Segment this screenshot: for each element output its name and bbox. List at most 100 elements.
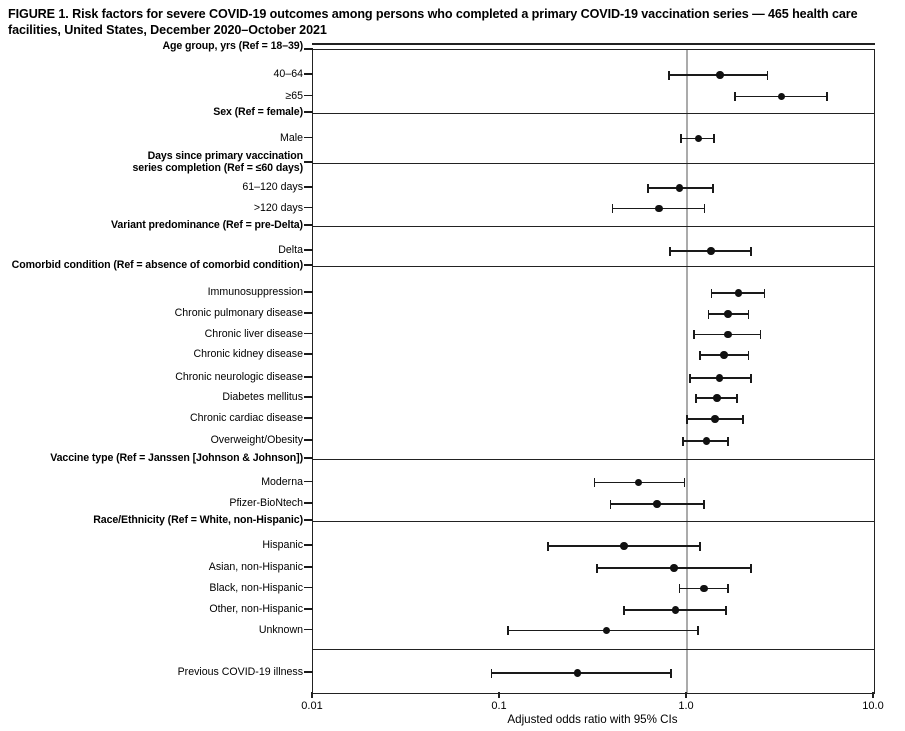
row-tick	[304, 73, 313, 75]
section-header: Age group, yrs (Ref = 18–39)	[162, 40, 303, 52]
ci-cap-high	[750, 246, 752, 256]
ci-cap-high	[759, 330, 762, 339]
section-divider	[313, 266, 874, 267]
ci-cap-low	[682, 436, 684, 446]
row-label: Delta	[278, 244, 303, 256]
x-axis-tick	[872, 692, 874, 698]
row-label: Chronic cardiac disease	[189, 412, 303, 424]
row-label: Pfizer-BioNtech	[229, 497, 303, 509]
section-tick	[304, 48, 313, 50]
row-label: Other, non-Hispanic	[209, 603, 303, 615]
section-tick	[304, 161, 313, 163]
ci-cap-high	[713, 134, 716, 143]
ci-cap-high	[747, 350, 750, 360]
ci-cap-low	[647, 183, 650, 193]
section-tick	[304, 264, 313, 266]
point-estimate	[700, 584, 708, 593]
row-tick	[304, 186, 313, 188]
row-label: Hispanic	[262, 539, 303, 551]
ci-cap-high	[747, 309, 750, 319]
point-estimate	[634, 478, 643, 487]
plot-area	[312, 49, 875, 694]
ci-cap-high	[698, 541, 701, 551]
x-axis-tick-label: 10.0	[862, 700, 884, 712]
row-tick	[304, 417, 313, 419]
figure-title: FIGURE 1. Risk factors for severe COVID-…	[8, 7, 858, 38]
section-tick	[304, 457, 313, 459]
x-axis-tick-label: 0.1	[491, 700, 507, 712]
point-estimate	[702, 437, 711, 445]
x-axis-tick-label: 0.01	[301, 700, 323, 712]
section-header: Comorbid condition (Ref = absence of com…	[11, 259, 303, 271]
ci-cap-high	[725, 605, 727, 615]
section-header: Vaccine type (Ref = Janssen [Johnson & J…	[50, 452, 303, 464]
row-tick	[304, 376, 313, 378]
point-estimate	[655, 204, 663, 213]
point-estimate	[675, 184, 684, 192]
point-estimate	[713, 394, 721, 402]
ci-cap-low	[710, 288, 713, 298]
ci-cap-low	[596, 563, 598, 573]
point-estimate	[715, 374, 724, 382]
section-tick	[304, 111, 313, 113]
row-label: Unknown	[258, 623, 303, 636]
point-estimate	[602, 626, 610, 635]
section-header: Variant predominance (Ref = pre-Delta)	[111, 219, 303, 231]
row-label: Diabetes mellitus	[222, 391, 303, 403]
row-tick	[304, 94, 313, 97]
row-tick	[304, 332, 313, 335]
ci-cap-low	[698, 350, 701, 360]
point-estimate	[707, 247, 715, 255]
row-tick	[304, 671, 313, 673]
row-tick	[304, 312, 313, 314]
ci-cap-low	[689, 373, 692, 383]
ci-cap-low	[611, 204, 614, 213]
x-axis-tick-label: 1.0	[678, 700, 694, 712]
point-estimate	[671, 606, 680, 614]
row-label: Chronic liver disease	[204, 327, 303, 340]
row-tick	[304, 396, 313, 398]
ci-cap-high	[750, 563, 752, 573]
section-divider	[313, 459, 874, 460]
row-tick	[304, 586, 313, 589]
row-tick	[304, 480, 313, 483]
row-label: Chronic neurologic disease	[175, 371, 303, 383]
ci-cap-high	[702, 499, 705, 509]
x-axis-tick	[498, 692, 500, 698]
point-estimate	[620, 542, 628, 550]
row-label: Male	[280, 131, 303, 144]
point-estimate	[724, 330, 732, 339]
row-label: Previous COVID-19 illness	[177, 666, 303, 678]
point-estimate	[724, 310, 732, 318]
x-axis-tick	[311, 692, 313, 698]
ci-cap-low	[609, 499, 612, 509]
section-divider	[313, 226, 874, 227]
row-label: ≥65	[285, 89, 303, 102]
section-divider	[313, 163, 874, 164]
ci-cap-high	[727, 436, 729, 446]
ci-cap-low	[678, 584, 681, 593]
row-tick	[304, 206, 313, 209]
row-label: Asian, non-Hispanic	[208, 561, 303, 573]
x-axis-title: Adjusted odds ratio with 95% CIs	[507, 713, 678, 726]
row-tick	[304, 566, 313, 568]
ci-cap-low	[623, 605, 625, 615]
section-tick	[304, 224, 313, 226]
ci-cap-low	[506, 626, 509, 635]
ci-cap-low	[695, 393, 698, 403]
ci-cap-high	[766, 70, 769, 80]
ci-cap-low	[707, 309, 710, 319]
ci-cap-low	[593, 478, 596, 487]
ci-cap-low	[686, 414, 688, 424]
ci-cap-low	[546, 541, 549, 551]
ci-cap-high	[736, 393, 738, 403]
row-label: Chronic pulmonary disease	[174, 307, 303, 319]
row-label: Black, non-Hispanic	[209, 581, 303, 594]
row-tick	[304, 249, 313, 251]
ci-cap-high	[669, 668, 672, 678]
row-label: >120 days	[253, 201, 303, 214]
reference-line	[686, 50, 688, 693]
x-axis-tick	[685, 692, 687, 698]
row-label: Immunosuppression	[207, 286, 303, 298]
point-estimate	[694, 134, 703, 143]
